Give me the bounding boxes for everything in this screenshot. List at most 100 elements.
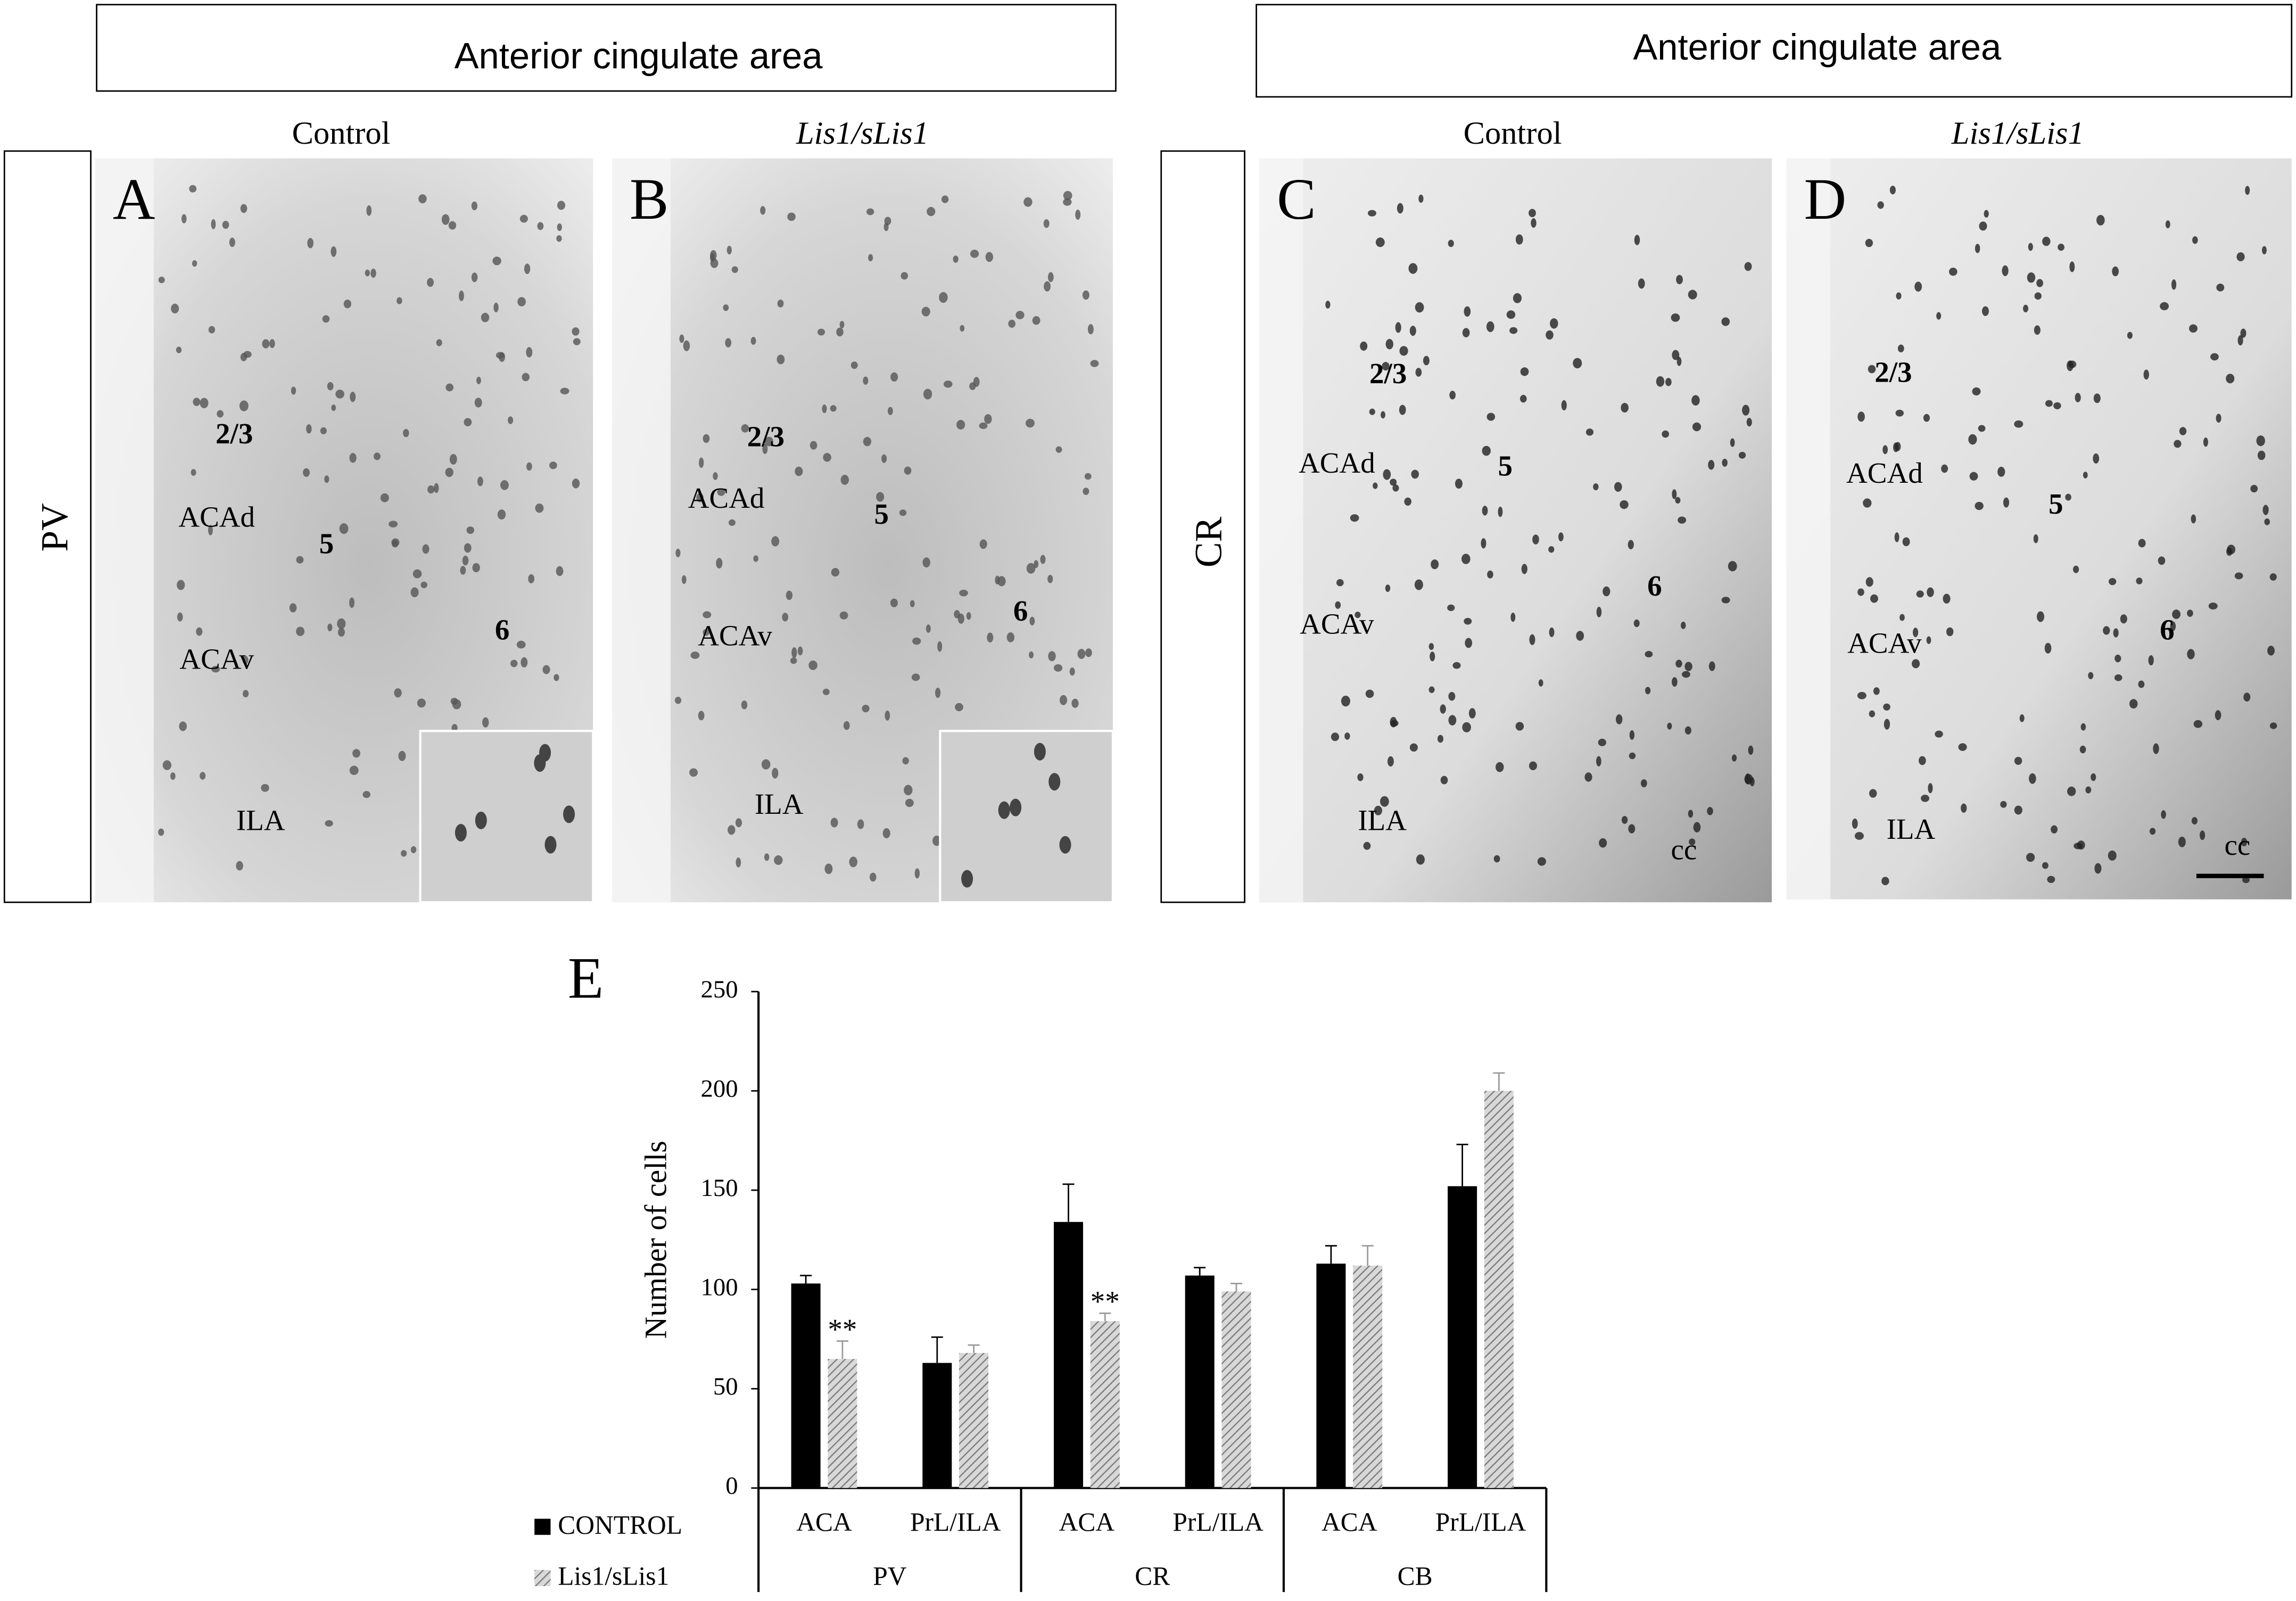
row-label: CR	[1187, 516, 1229, 567]
cell	[836, 327, 844, 337]
cell	[1335, 601, 1341, 609]
cell	[1084, 473, 1092, 480]
cell	[1008, 319, 1016, 328]
x-tick-label: PrL/ILA	[1172, 1507, 1263, 1537]
cell	[1496, 762, 1504, 772]
cell	[176, 346, 182, 353]
cell	[2257, 450, 2266, 460]
cell	[464, 543, 472, 553]
cell	[391, 538, 400, 547]
cell	[528, 574, 534, 584]
cell	[327, 382, 334, 391]
cell	[462, 556, 469, 566]
cell	[1513, 293, 1522, 303]
cell	[1721, 317, 1730, 326]
cell	[713, 472, 718, 480]
cell	[2028, 243, 2033, 251]
cell	[2170, 621, 2176, 631]
bar	[1448, 1186, 1477, 1488]
cell	[2264, 518, 2270, 525]
cell	[556, 566, 564, 576]
cell	[1047, 575, 1053, 583]
cell	[2189, 324, 2198, 333]
header-title: Anterior cingulate area	[1633, 27, 2002, 68]
cell	[217, 410, 224, 418]
cell	[2026, 853, 2035, 862]
cell	[2216, 283, 2225, 292]
cell	[1561, 400, 1567, 410]
pia-edge	[95, 158, 154, 903]
cell	[1034, 742, 1046, 761]
cell	[1672, 350, 1680, 360]
error-bar	[1493, 1072, 1505, 1091]
cell	[774, 855, 783, 865]
group-label: CB	[1398, 1562, 1433, 1591]
cell	[1614, 482, 1622, 492]
cell	[810, 441, 817, 450]
cell	[808, 660, 817, 670]
cell	[887, 407, 893, 415]
cell	[2044, 642, 2052, 654]
cell	[1350, 514, 1359, 522]
cell	[2200, 830, 2206, 840]
cell	[696, 493, 704, 502]
cell	[324, 475, 329, 483]
cell	[2191, 514, 2196, 524]
cell	[554, 674, 559, 681]
region-label: 6	[495, 614, 510, 646]
cell	[380, 493, 389, 502]
cell	[1399, 405, 1406, 415]
cell	[2042, 862, 2049, 869]
cell	[725, 338, 732, 348]
cell	[1870, 594, 1878, 603]
cell	[2042, 236, 2051, 246]
legend-swatch	[534, 1519, 551, 1535]
cell	[1899, 614, 1905, 621]
cell	[1923, 414, 1930, 422]
cell	[1889, 185, 1896, 195]
panel-letter: C	[1277, 167, 1316, 232]
cell	[349, 597, 355, 608]
cell	[1972, 387, 1981, 395]
cell	[1447, 604, 1455, 612]
cell	[1897, 344, 1904, 353]
error-bar	[1325, 1245, 1337, 1264]
cell	[1462, 328, 1470, 337]
cell	[2237, 335, 2243, 346]
cell	[1629, 752, 1636, 760]
x-tick-label: ACA	[1322, 1507, 1377, 1537]
cell	[1869, 789, 1877, 798]
cell	[1486, 321, 1494, 332]
cell	[1431, 559, 1439, 570]
cell	[839, 320, 845, 328]
cell	[1344, 732, 1350, 740]
cell	[1629, 730, 1635, 740]
cell	[1448, 691, 1456, 701]
cell	[2088, 672, 2094, 680]
cell	[2187, 649, 2195, 659]
cell	[777, 354, 785, 365]
cell	[192, 260, 197, 267]
row-box	[3, 150, 92, 903]
cell	[1385, 339, 1393, 350]
cell	[922, 557, 930, 568]
cell	[2114, 674, 2122, 681]
cell	[955, 703, 963, 712]
cell	[850, 361, 858, 369]
cell	[526, 347, 533, 358]
cell	[497, 509, 506, 520]
cell	[1549, 627, 1555, 638]
cell	[2058, 243, 2064, 251]
cell	[1437, 735, 1444, 743]
cell	[984, 414, 992, 424]
cell	[366, 205, 372, 216]
header-title: Anterior cingulate area	[455, 36, 823, 77]
cell	[1896, 292, 1902, 300]
cell	[1633, 619, 1640, 628]
cell	[883, 222, 889, 232]
cell	[1691, 395, 1700, 406]
cell	[830, 405, 837, 412]
region-label: ACAd	[178, 501, 255, 533]
cell	[1941, 464, 1948, 473]
